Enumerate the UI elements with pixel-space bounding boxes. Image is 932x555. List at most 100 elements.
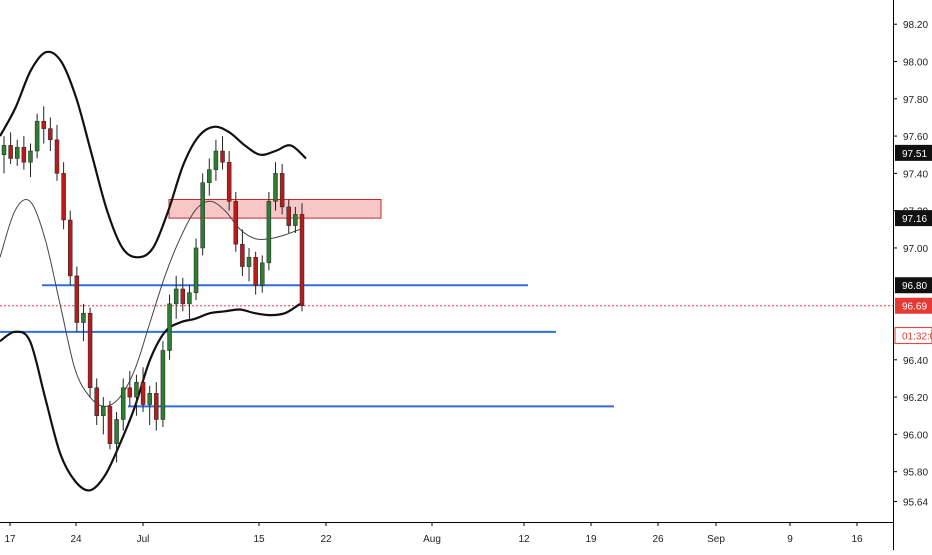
candle-body xyxy=(167,303,172,351)
price-tick-label: 96.00 xyxy=(903,430,928,441)
candle xyxy=(1,136,7,174)
candle-body xyxy=(246,257,252,267)
price-badge-label: 97.16 xyxy=(902,214,927,225)
candle xyxy=(28,143,33,178)
candle-body xyxy=(193,247,199,293)
candle xyxy=(127,370,133,407)
candle-body xyxy=(101,406,106,416)
price-badge-box xyxy=(895,277,932,294)
candle xyxy=(173,275,179,319)
candle-body xyxy=(260,262,265,286)
candle xyxy=(286,199,291,234)
price-badge: 97.51 xyxy=(895,144,932,161)
candle-body xyxy=(107,406,113,444)
price-badge-label: 01:32:07 xyxy=(902,332,932,343)
candle xyxy=(41,106,46,144)
price-tick-label: 97.00 xyxy=(903,244,928,255)
candle xyxy=(54,124,60,181)
candle xyxy=(193,238,199,301)
candle-body xyxy=(34,120,40,152)
candle-body xyxy=(154,393,159,420)
candle xyxy=(279,164,285,215)
time-tick-label: Aug xyxy=(423,534,441,545)
candle-body xyxy=(180,288,186,305)
candle xyxy=(207,158,212,196)
bollinger-upper-band xyxy=(0,50,307,259)
candle xyxy=(81,303,86,342)
time-tick-label: Sep xyxy=(707,534,725,545)
candle-body xyxy=(87,312,93,389)
time-tick-label: 17 xyxy=(4,534,16,545)
candle xyxy=(134,374,139,416)
candle-body xyxy=(147,393,152,405)
candle-body xyxy=(220,150,225,163)
candle-body xyxy=(1,145,7,155)
price-tick-label: 98.20 xyxy=(903,20,928,31)
time-tick-label: Jul xyxy=(137,534,150,545)
price-tick-label: 97.40 xyxy=(903,169,928,180)
candle xyxy=(160,341,166,427)
candle-body xyxy=(140,381,146,405)
price-tick-label: 95.64 xyxy=(903,497,928,508)
time-tick-label: 26 xyxy=(652,534,664,545)
candle-body xyxy=(173,288,179,305)
candle xyxy=(15,139,20,166)
price-badge: 01:32:07 xyxy=(894,327,932,345)
candle xyxy=(266,192,272,271)
candle xyxy=(246,247,252,282)
candle-body xyxy=(74,275,80,323)
candle-body xyxy=(273,173,278,202)
candle-body xyxy=(15,147,20,159)
candle xyxy=(67,210,73,286)
candle xyxy=(61,162,66,230)
price-badge-box xyxy=(894,327,932,345)
candle-body xyxy=(299,214,305,306)
candle-body xyxy=(81,312,86,323)
candle xyxy=(180,277,186,312)
candle-body xyxy=(207,169,212,183)
candle xyxy=(226,151,232,211)
candle-body xyxy=(28,150,33,163)
candle xyxy=(34,113,40,159)
time-tick-label: 24 xyxy=(70,534,82,545)
candle xyxy=(87,307,93,398)
time-tick-label: 9 xyxy=(787,534,793,545)
candle-body xyxy=(8,145,13,159)
candle-body xyxy=(134,381,139,398)
candle xyxy=(240,229,245,276)
moving-average xyxy=(0,199,301,407)
candle xyxy=(220,136,225,170)
candle xyxy=(260,255,265,293)
price-badge: 96.80 xyxy=(895,277,932,294)
price-badge-box xyxy=(895,210,932,227)
candle xyxy=(147,385,152,426)
candle-body xyxy=(114,419,119,444)
candle-body xyxy=(293,214,298,226)
price-badge-box xyxy=(895,144,932,161)
candle-body xyxy=(120,387,126,420)
candle-body xyxy=(41,120,46,129)
candle xyxy=(167,294,172,360)
candle xyxy=(293,206,298,234)
candle xyxy=(140,367,146,413)
price-tick-label: 97.60 xyxy=(903,132,928,143)
time-tick-label: 16 xyxy=(851,534,863,545)
candle xyxy=(120,378,126,431)
bollinger-lower-band xyxy=(0,302,301,492)
candle xyxy=(48,117,53,152)
time-tick-label: 15 xyxy=(253,534,265,545)
candle-body xyxy=(48,128,53,141)
price-badge: 96.69 xyxy=(895,297,932,314)
candle-body xyxy=(94,387,99,416)
time-tick-label: 12 xyxy=(518,534,530,545)
price-badge-label: 97.51 xyxy=(902,149,927,160)
price-tick-label: 97.80 xyxy=(903,95,928,106)
candle xyxy=(187,285,192,319)
candle-body xyxy=(200,182,205,249)
time-tick-label: 22 xyxy=(320,534,332,545)
candle xyxy=(154,382,159,431)
candle xyxy=(94,378,99,426)
price-tick-label: 98.00 xyxy=(903,58,928,69)
